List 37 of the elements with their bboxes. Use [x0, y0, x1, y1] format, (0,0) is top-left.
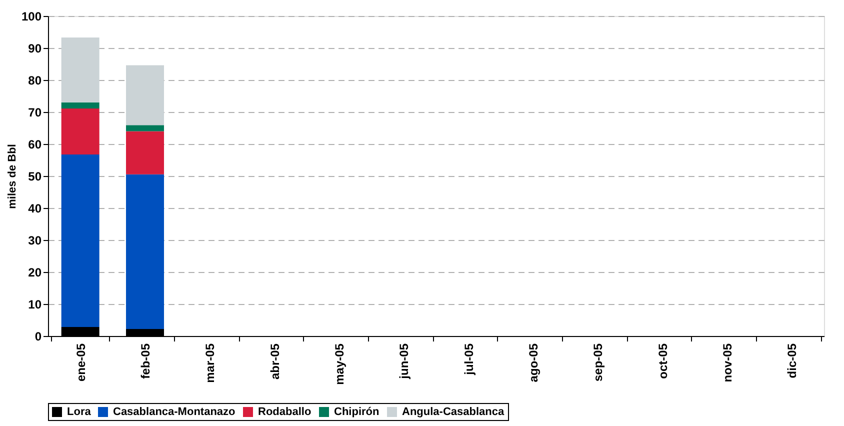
- bar: [61, 102, 100, 108]
- y-tick-label: 80: [28, 74, 42, 88]
- legend-label: Casablanca-Montanazo: [113, 406, 236, 418]
- y-tick-label: 40: [28, 202, 42, 216]
- bar: [126, 65, 164, 126]
- bar: [126, 125, 164, 132]
- x-tick-label: nov-05: [720, 343, 734, 382]
- bar: [126, 174, 164, 329]
- bar: [61, 37, 100, 102]
- bar: [126, 131, 164, 174]
- legend-label: Rodaballo: [258, 406, 312, 418]
- y-tick-label: 70: [28, 106, 42, 120]
- y-tick-label: 10: [28, 298, 42, 312]
- y-tick-label: 20: [28, 266, 42, 280]
- legend-label: Angula-Casablanca: [402, 406, 505, 418]
- x-tick-label: abr-05: [268, 343, 282, 380]
- x-tick-label: sep-05: [591, 343, 606, 382]
- y-tick-label: 50: [28, 170, 42, 184]
- bar: [61, 154, 100, 328]
- x-tick-label: feb-05: [138, 343, 152, 379]
- legend-label: Chipirón: [334, 406, 380, 418]
- x-tick-label: ago-05: [526, 343, 540, 382]
- legend-label: Lora: [67, 406, 92, 418]
- x-tick-label: mar-05: [203, 343, 218, 383]
- y-tick-label: 90: [28, 42, 42, 56]
- y-tick-label: 30: [28, 234, 42, 248]
- y-axis-title: miles de Bbl: [6, 144, 18, 209]
- x-tick-label: oct-05: [656, 343, 670, 379]
- y-tick-label: 60: [28, 138, 42, 152]
- x-tick-label: jul-05: [462, 343, 476, 376]
- bar: [61, 108, 100, 155]
- x-tick-label: jun-05: [397, 343, 412, 380]
- y-tick-label: 100: [21, 10, 42, 24]
- y-tick-label: 0: [34, 330, 42, 344]
- x-tick-label: dic-05: [785, 343, 800, 378]
- x-tick-label: ene-05: [74, 343, 88, 382]
- x-tick-label: may-05: [332, 343, 346, 385]
